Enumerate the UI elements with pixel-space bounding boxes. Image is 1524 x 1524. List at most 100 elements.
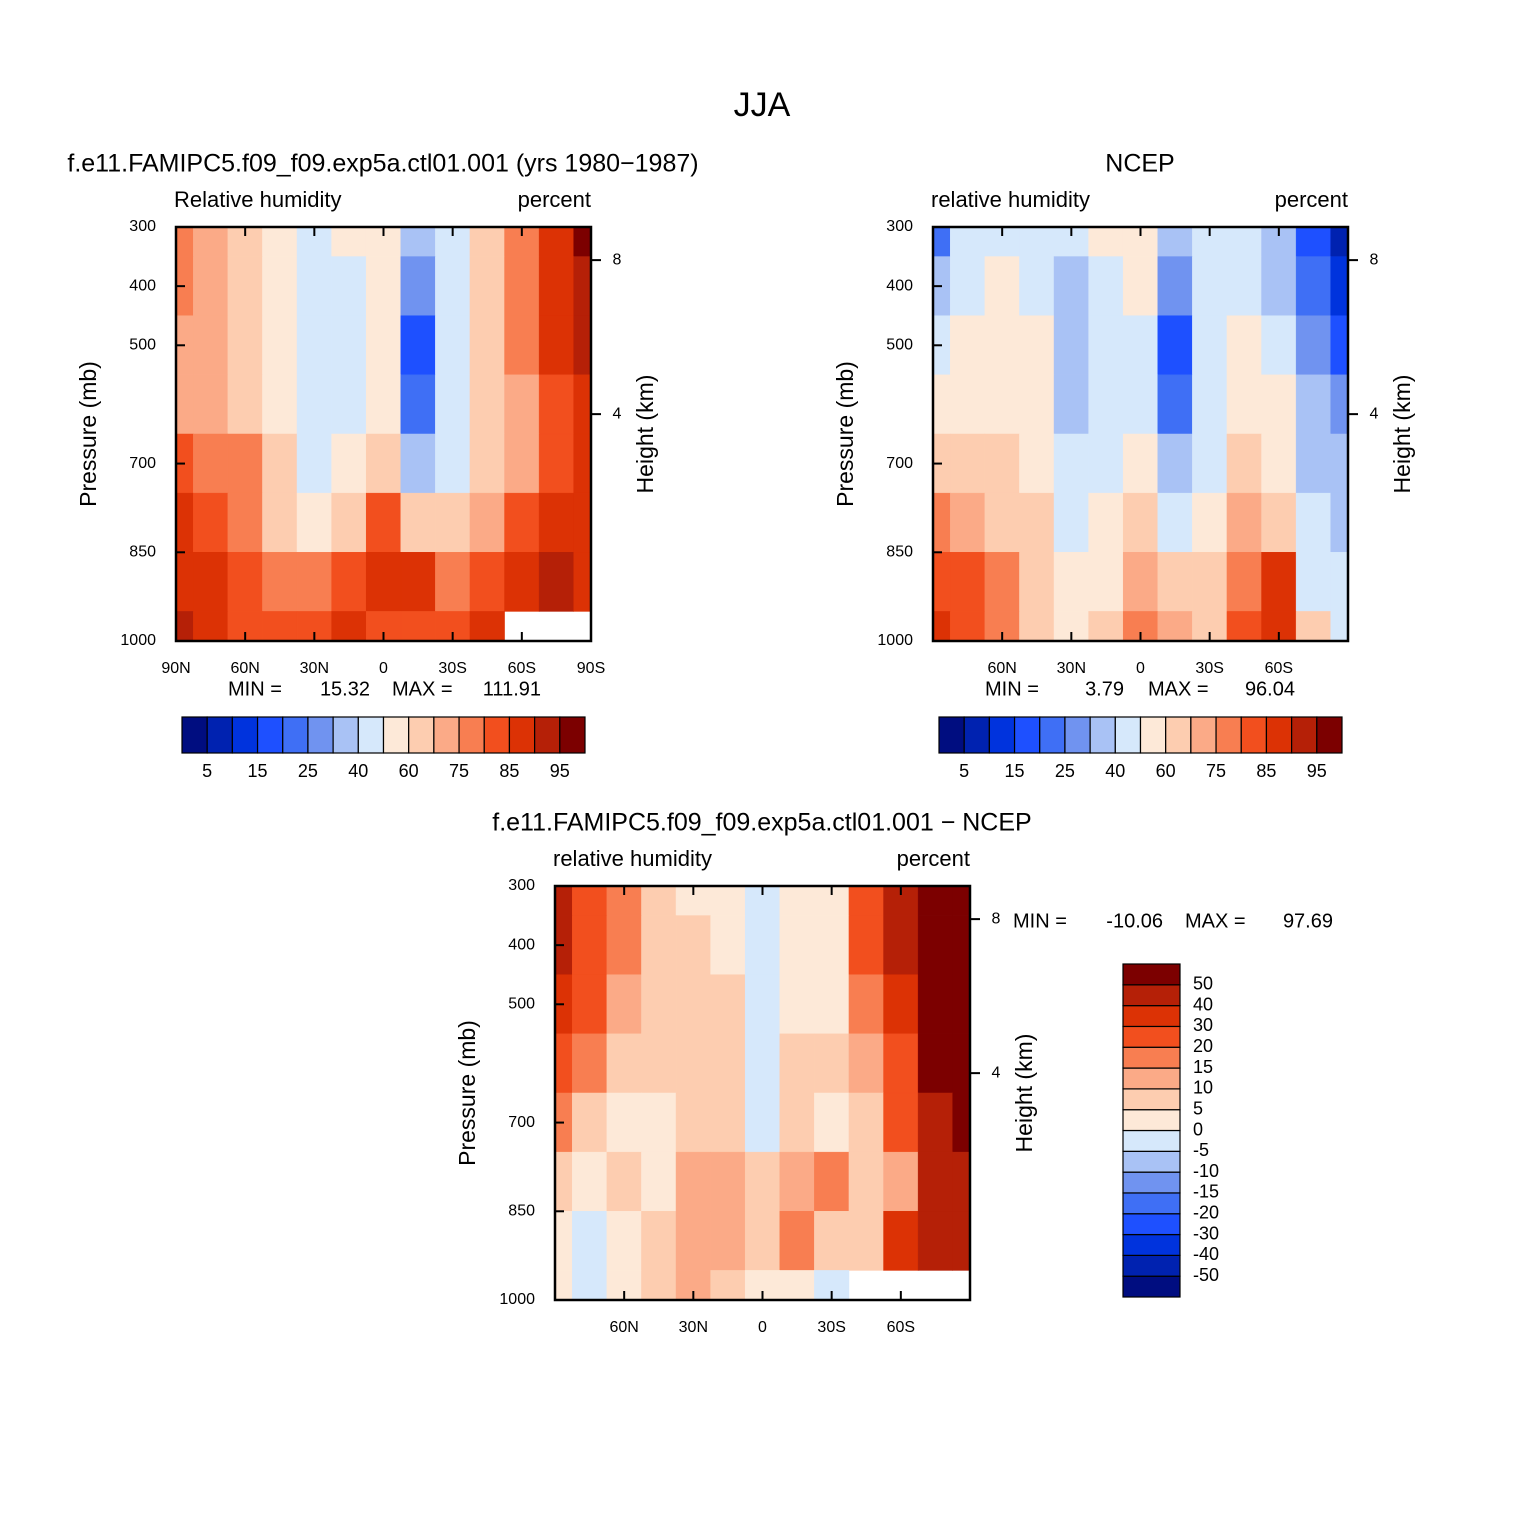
- x-tick-label: 0: [379, 660, 388, 677]
- contour-cell: [917, 974, 953, 1035]
- contour-cell: [1053, 552, 1089, 612]
- contour-cell: [984, 552, 1020, 612]
- contour-cell: [1019, 374, 1055, 435]
- colorbar-box: [508, 716, 536, 754]
- contour-cell: [952, 1211, 971, 1271]
- contour-cell: [227, 374, 263, 435]
- contour-cell: [1157, 226, 1193, 257]
- contour-cell: [641, 1211, 677, 1271]
- contour-cell: [296, 433, 332, 494]
- colorbar-label: 30: [1193, 1015, 1213, 1035]
- contour-cell: [814, 1092, 850, 1153]
- contour-cell: [1295, 492, 1331, 553]
- colorbar-label: 15: [1193, 1057, 1213, 1077]
- contour-cell: [469, 611, 505, 642]
- contour-cell: [400, 611, 436, 642]
- stat-label: MAX =: [1148, 678, 1209, 700]
- stat-label: MIN =: [228, 678, 282, 700]
- contour-cell: [365, 256, 402, 316]
- contour-cell: [1330, 374, 1349, 435]
- colorbar-label: 75: [449, 761, 469, 781]
- right-label: percent: [897, 846, 970, 871]
- contour-cell: [606, 915, 642, 975]
- contour-cell: [848, 1092, 884, 1153]
- colorbar-box: [1122, 1129, 1181, 1152]
- contour-cell: [641, 1033, 677, 1094]
- left-label: relative humidity: [931, 187, 1090, 212]
- contour-cell: [779, 1033, 815, 1094]
- contour-cell: [952, 915, 971, 975]
- contour-cell: [883, 1033, 919, 1094]
- stat-label: MIN =: [1013, 910, 1067, 932]
- y-tick-label: 700: [886, 455, 913, 472]
- contour-cell: [1261, 256, 1297, 316]
- colorbar-box: [1122, 1109, 1181, 1132]
- contour-cell: [193, 374, 229, 435]
- colorbar-box: [282, 716, 309, 754]
- contour-cell: [1261, 552, 1297, 612]
- stat-label: MAX =: [1185, 910, 1246, 932]
- colorbar-box: [1139, 716, 1167, 754]
- colorbar-box: [534, 716, 561, 754]
- contour-cell: [262, 256, 298, 316]
- contour-cell: [538, 492, 574, 553]
- colorbar-box: [1122, 1088, 1181, 1111]
- contour-cell: [554, 1151, 573, 1212]
- colorbar-label: -5: [1193, 1140, 1209, 1160]
- x-tick-label: 0: [1136, 660, 1145, 677]
- figure-title: JJA: [734, 86, 791, 124]
- x-tick-label: 60S: [887, 1319, 915, 1336]
- contour-cell: [1122, 433, 1159, 494]
- contour-cell: [504, 552, 540, 612]
- y-tick-label: 500: [129, 337, 156, 354]
- contour-cell: [1295, 256, 1331, 316]
- contour-cell: [400, 492, 436, 553]
- colorbar-label: -10: [1193, 1161, 1219, 1181]
- contour-cell: [262, 492, 298, 553]
- contour-cell: [573, 374, 592, 435]
- contour-cell: [435, 256, 471, 316]
- contour-cell: [848, 1211, 884, 1271]
- contour-cell: [573, 226, 592, 257]
- contour-cell: [331, 552, 367, 612]
- contour-cell: [1192, 433, 1228, 494]
- contour-cell: [1019, 226, 1055, 257]
- x-tick-label: 30S: [438, 660, 466, 677]
- contour-cell: [1330, 226, 1349, 257]
- contour-cell: [331, 492, 367, 553]
- contour-cell: [1157, 256, 1193, 316]
- contour-cell: [1192, 256, 1228, 316]
- contour-cell: [950, 315, 986, 376]
- contour-cell: [572, 1151, 608, 1212]
- colorbar-label: 85: [1256, 761, 1276, 781]
- contour-cell: [469, 315, 505, 376]
- colorbar-box: [1122, 1213, 1181, 1236]
- colorbar-box: [1122, 984, 1181, 1007]
- contour-cell: [435, 374, 471, 435]
- contour-cell: [572, 915, 608, 975]
- colorbar-box: [382, 716, 410, 754]
- y2-axis-label: Height (km): [1011, 1034, 1037, 1153]
- contour-cell: [365, 492, 402, 553]
- y2-tick-label: 4: [1370, 405, 1379, 422]
- contour-cell: [848, 885, 884, 916]
- stat-value: 111.91: [483, 678, 541, 700]
- contour-cell: [984, 433, 1020, 494]
- contour-cell: [1019, 552, 1055, 612]
- contour-cell: [435, 315, 471, 376]
- colorbar-box: [231, 716, 259, 754]
- colorbar-label: -15: [1193, 1182, 1219, 1202]
- colorbar-label: 50: [1193, 974, 1213, 994]
- contour-cell: [469, 374, 505, 435]
- contour-cell: [814, 915, 850, 975]
- panel-title: NCEP: [1105, 150, 1174, 178]
- colorbar-box: [1122, 1067, 1181, 1090]
- colorbar-box: [181, 716, 208, 754]
- colorbar-box: [1316, 716, 1343, 754]
- contour-cell: [572, 1092, 608, 1153]
- contour-cell: [932, 492, 951, 553]
- panel-title: f.e11.FAMIPC5.f09_f09.exp5a.ctl01.001 − …: [492, 809, 1031, 837]
- y-tick-label: 1000: [877, 632, 913, 649]
- contour-cell: [744, 1033, 781, 1094]
- contour-cell: [573, 315, 592, 376]
